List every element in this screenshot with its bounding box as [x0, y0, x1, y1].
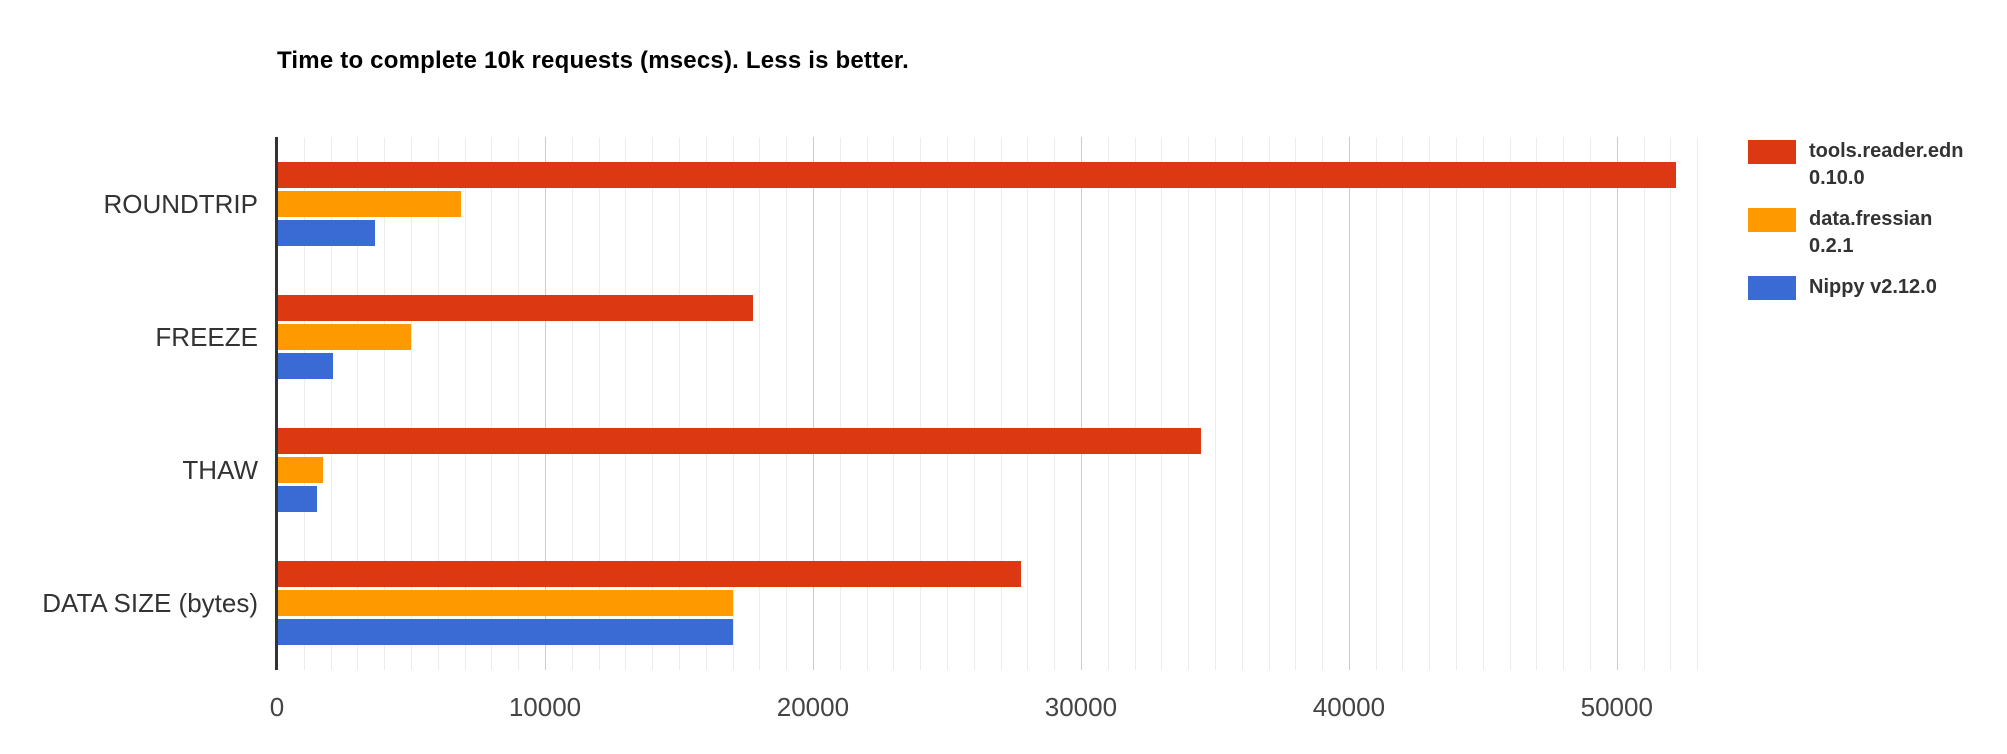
minor-gridline — [1670, 137, 1672, 670]
major-gridline — [1080, 137, 1082, 670]
minor-gridline — [1161, 137, 1163, 670]
minor-gridline — [1188, 137, 1190, 670]
legend-swatch-icon — [1748, 140, 1796, 164]
legend-entry[interactable]: data.fressian 0.2.1 — [1748, 206, 1964, 260]
bar-freeze-data-fressian-0-2-1[interactable] — [277, 323, 411, 350]
minor-gridline — [1429, 137, 1431, 670]
minor-gridline — [1536, 137, 1538, 670]
minor-gridline — [1402, 137, 1404, 670]
category-label: ROUNDTRIP — [103, 188, 258, 219]
minor-gridline — [411, 137, 412, 670]
minor-gridline — [866, 137, 868, 670]
major-gridline — [545, 137, 546, 670]
minor-gridline — [1054, 137, 1056, 670]
minor-gridline — [839, 137, 841, 670]
minor-gridline — [1027, 137, 1029, 670]
bar-roundtrip-nippy-v2-12-0[interactable] — [277, 219, 375, 246]
minor-gridline — [705, 137, 707, 670]
minor-gridline — [652, 137, 654, 670]
legend-swatch-icon — [1748, 276, 1796, 300]
bar-thaw-nippy-v2-12-0[interactable] — [277, 486, 317, 513]
minor-gridline — [1322, 137, 1324, 670]
minor-gridline — [571, 137, 573, 670]
minor-gridline — [303, 137, 305, 670]
minor-gridline — [893, 137, 895, 670]
x-tick-label: 0 — [269, 692, 285, 722]
legend-label: tools.reader.edn 0.10.0 — [1809, 140, 1964, 189]
x-tick-label: 20000 — [776, 692, 850, 722]
category-label: FREEZE — [155, 321, 258, 352]
legend-swatch-icon — [1748, 208, 1796, 232]
category-label: THAW — [182, 455, 258, 486]
chart-title: Time to complete 10k requests (msecs). L… — [277, 47, 909, 74]
minor-gridline — [786, 137, 788, 670]
minor-gridline — [491, 137, 493, 670]
bar-freeze-tools-reader-edn-0-10-0[interactable] — [277, 294, 754, 321]
minor-gridline — [1509, 137, 1511, 670]
major-gridline — [1348, 137, 1350, 670]
minor-gridline — [625, 137, 627, 670]
x-tick-label: 40000 — [1312, 692, 1386, 722]
x-tick-label: 50000 — [1580, 692, 1653, 722]
minor-gridline — [1456, 137, 1457, 670]
minor-gridline — [1000, 137, 1002, 670]
bar-thaw-data-fressian-0-2-1[interactable] — [277, 457, 323, 484]
minor-gridline — [1482, 137, 1484, 670]
minor-gridline — [437, 137, 439, 670]
major-gridline — [1616, 137, 1618, 670]
minor-gridline — [598, 137, 600, 670]
minor-gridline — [1643, 137, 1645, 670]
legend-entry[interactable]: tools.reader.edn 0.10.0 — [1748, 138, 1964, 192]
minor-gridline — [464, 137, 466, 670]
bar-roundtrip-data-fressian-0-2-1[interactable] — [277, 190, 462, 217]
x-tick-label: 10000 — [508, 692, 582, 722]
category-label: DATA SIZE (bytes) — [42, 588, 258, 619]
minor-gridline — [518, 137, 520, 670]
legend: tools.reader.edn 0.10.0 data.fressian 0.2.1… — [1748, 138, 1964, 315]
bar-data-size-bytes-data-fressian-0-2-1[interactable] — [277, 590, 733, 617]
minor-gridline — [384, 137, 386, 670]
minor-gridline — [1590, 137, 1591, 670]
bar-data-size-bytes-nippy-v2-12-0[interactable] — [277, 619, 733, 646]
minor-gridline — [678, 137, 680, 670]
minor-gridline — [1134, 137, 1136, 670]
minor-gridline — [759, 137, 761, 670]
minor-gridline — [1375, 137, 1377, 670]
legend-label: data.fressian 0.2.1 — [1809, 208, 1933, 257]
major-gridline — [812, 137, 814, 670]
bar-roundtrip-tools-reader-edn-0-10-0[interactable] — [277, 161, 1676, 188]
minor-gridline — [1697, 137, 1699, 670]
minor-gridline — [1295, 137, 1297, 670]
legend-label: Nippy v2.12.0 — [1809, 276, 1937, 298]
minor-gridline — [973, 137, 975, 670]
bar-data-size-bytes-tools-reader-edn-0-10-0[interactable] — [277, 561, 1021, 588]
minor-gridline — [357, 137, 359, 670]
y-axis-line — [275, 137, 278, 670]
x-tick-label: 30000 — [1044, 692, 1118, 722]
minor-gridline — [920, 137, 922, 670]
minor-gridline — [1268, 137, 1270, 670]
minor-gridline — [1563, 137, 1565, 670]
legend-entry[interactable]: Nippy v2.12.0 — [1748, 274, 1964, 301]
minor-gridline — [1214, 137, 1216, 670]
minor-gridline — [1241, 137, 1243, 670]
bar-freeze-nippy-v2-12-0[interactable] — [277, 352, 333, 379]
bar-thaw-tools-reader-edn-0-10-0[interactable] — [277, 428, 1201, 455]
minor-gridline — [330, 137, 332, 670]
minor-gridline — [732, 137, 734, 670]
minor-gridline — [946, 137, 948, 670]
plot-area — [275, 137, 1724, 670]
minor-gridline — [1107, 137, 1109, 670]
